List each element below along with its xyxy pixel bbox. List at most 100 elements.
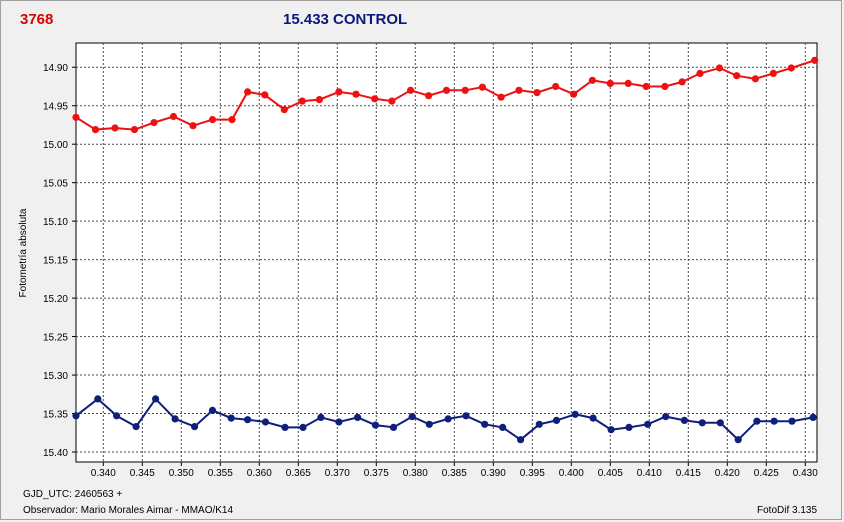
data-point [150,119,158,127]
data-point [769,69,777,77]
data-point [497,93,505,101]
data-point [315,96,323,104]
data-point [354,413,362,421]
data-point [751,75,760,83]
data-point [152,395,160,403]
data-point [208,406,217,414]
data-point [111,124,119,132]
data-point [624,79,632,87]
data-point [570,90,578,98]
data-point [533,89,541,97]
star-id-label: 3768 [20,11,54,28]
x-tick-label: 0.400 [559,468,584,479]
y-tick-label: 14.90 [43,63,68,74]
data-point [644,420,652,428]
data-point [281,423,289,431]
data-point [425,92,433,100]
x-tick-label: 0.345 [130,468,155,479]
data-point [715,64,724,72]
y-axis-label: Fotometría absoluta [18,208,29,297]
x-tick-label: 0.390 [481,468,506,479]
y-tick-label: 15.40 [43,448,68,459]
data-point [130,126,139,134]
data-point [335,88,343,96]
y-tick-label: 15.10 [43,217,68,228]
data-point [478,83,486,91]
data-point [698,419,706,427]
data-point [788,417,796,425]
data-point [462,412,470,420]
data-point [189,122,197,130]
data-point [499,423,507,431]
data-point [371,421,380,429]
x-tick-label: 0.385 [442,468,467,479]
x-tick-label: 0.420 [715,468,740,479]
data-point [244,88,252,96]
data-point [716,419,724,427]
data-point [811,56,819,64]
chart-title: 15.433 CONTROL [283,11,408,28]
data-point [606,79,614,87]
data-point [552,416,561,424]
y-tick-label: 15.00 [43,140,68,151]
x-tick-label: 0.350 [169,468,194,479]
data-point [299,423,307,431]
data-point [408,413,416,421]
data-point [661,82,669,91]
y-tick-label: 15.35 [43,410,68,421]
data-point [678,78,686,86]
data-point [371,95,379,103]
x-tick-label: 0.340 [91,468,116,479]
data-point [169,112,178,121]
data-point [227,414,235,422]
data-point [809,413,817,421]
y-tick-label: 15.05 [43,179,68,190]
x-tick-label: 0.365 [286,468,311,479]
data-point [733,72,741,80]
data-point [280,106,288,114]
data-point [425,420,433,428]
series-star [72,56,819,134]
gjd-label: GJD_UTC: 2460563 + [23,489,123,500]
x-tick-label: 0.425 [754,468,779,479]
data-point [113,412,121,420]
series-control [72,395,817,444]
x-tick-label: 0.395 [520,468,545,479]
data-point [517,436,525,444]
data-point [571,410,579,418]
series-layer [72,56,819,444]
data-point [208,116,217,124]
data-point [535,420,543,428]
x-tick-label: 0.430 [793,468,818,479]
x-tick-label: 0.355 [208,468,233,479]
data-point [228,116,236,124]
y-axis-ticks: 14.90 14.95 15.00 15.05 15.10 15.15 15.20 15.25… [43,63,76,459]
x-axis-ticks: 0.340 0.345 0.350 0.355 0.360 0.365 0.370 0.375… [91,462,818,479]
data-point [680,416,689,424]
data-point [607,426,615,434]
x-tick-label: 0.405 [598,468,623,479]
data-point [388,97,396,105]
data-point [787,64,795,72]
data-point [589,414,597,422]
data-point [317,413,325,421]
y-tick-label: 14.95 [43,102,68,113]
data-point [642,82,650,91]
grid-lines [76,43,817,462]
x-tick-label: 0.380 [403,468,428,479]
y-tick-label: 15.25 [43,333,68,344]
y-tick-label: 15.20 [43,294,68,305]
software-version: FotoDif 3.135 [757,505,818,516]
data-point [72,412,80,420]
data-point [625,423,633,431]
observer-label: Observador: Mario Morales Aimar - MMAO/K… [23,505,234,516]
data-point [94,395,102,403]
data-point [588,76,597,84]
x-tick-label: 0.370 [325,468,350,479]
x-tick-label: 0.375 [364,468,389,479]
data-point [261,418,270,426]
data-point [552,82,560,91]
data-point [444,415,452,423]
